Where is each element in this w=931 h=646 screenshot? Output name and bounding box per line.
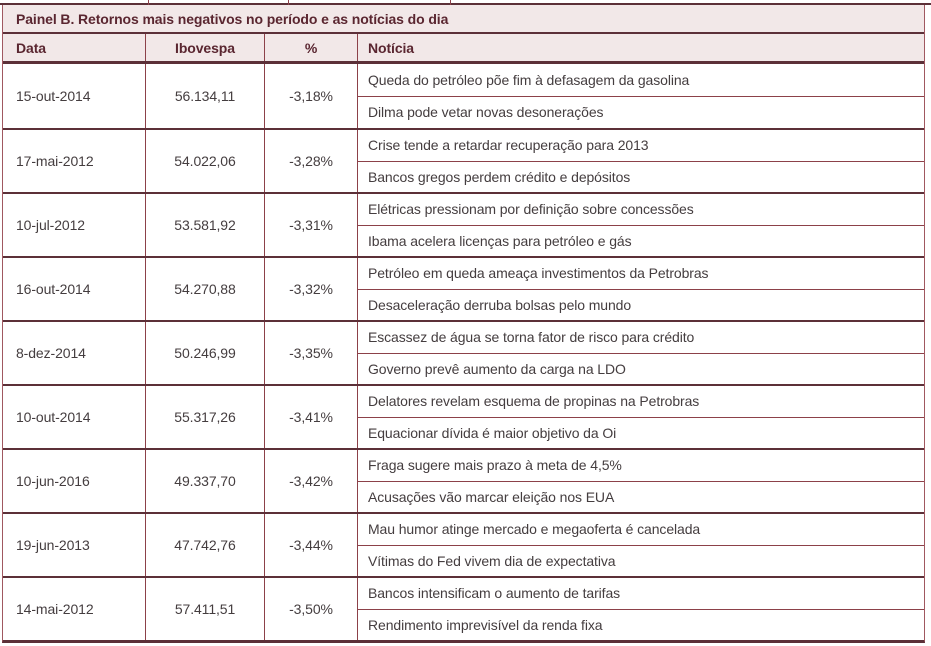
column-header-noticia: Notícia — [368, 39, 414, 56]
percent-cell: -3,42% — [265, 450, 358, 512]
news-cell: Fraga sugere mais prazo à meta de 4,5% — [358, 450, 924, 482]
ibovespa-cell: 54.270,88 — [146, 258, 265, 320]
table-row: 19-jun-2013 47.742,76 -3,44% Mau humor a… — [3, 512, 924, 576]
table-header-row: Data Ibovespa % Notícia — [3, 34, 924, 64]
news-cell: Acusações vão marcar eleição nos EUA — [368, 488, 615, 505]
date-cell: 14-mai-2012 — [3, 578, 146, 640]
previous-panel-remnant — [0, 0, 931, 5]
date-cell: 10-jun-2016 — [3, 450, 146, 512]
divider — [288, 0, 289, 5]
table-row: 15-out-2014 56.134,11 -3,18% Queda do pe… — [3, 64, 924, 128]
table-row: 10-out-2014 55.317,26 -3,41% Delatores r… — [3, 384, 924, 448]
news-cell: Petróleo em queda ameaça investimentos d… — [358, 258, 924, 290]
news-cell: Rendimento imprevisível da renda fixa — [368, 616, 603, 633]
date-cell: 8-dez-2014 — [3, 322, 146, 384]
news-cell: Desaceleração derruba bolsas pelo mundo — [368, 296, 632, 313]
news-cell: Dilma pode vetar novas desonerações — [368, 104, 604, 121]
date-cell: 19-jun-2013 — [3, 514, 146, 576]
news-cell: Crise tende a retardar recuperação para … — [358, 130, 924, 162]
date-cell: 10-out-2014 — [3, 386, 146, 448]
ibovespa-cell: 49.337,70 — [146, 450, 265, 512]
percent-cell: -3,32% — [265, 258, 358, 320]
percent-cell: -3,44% — [265, 514, 358, 576]
percent-cell: -3,31% — [265, 194, 358, 256]
news-cell: Queda do petróleo põe fim à defasagem da… — [358, 64, 924, 97]
date-cell: 16-out-2014 — [3, 258, 146, 320]
table-row: 10-jul-2012 53.581,92 -3,31% Elétricas p… — [3, 192, 924, 256]
news-cell: Governo prevê aumento da carga na LDO — [368, 360, 626, 377]
news-cell: Ibama acelera licenças para petróleo e g… — [368, 232, 632, 249]
percent-cell: -3,35% — [265, 322, 358, 384]
divider — [148, 0, 149, 5]
ibovespa-cell: 55.317,26 — [146, 386, 265, 448]
news-cell: Equacionar dívida é maior objetivo da Oi — [368, 424, 617, 441]
percent-cell: -3,28% — [265, 130, 358, 192]
table-row: 10-jun-2016 49.337,70 -3,42% Fraga suger… — [3, 448, 924, 512]
date-cell: 15-out-2014 — [3, 64, 146, 128]
ibovespa-cell: 53.581,92 — [146, 194, 265, 256]
news-cell: Vítimas do Fed vivem dia de expectativa — [368, 552, 616, 569]
news-cell: Bancos intensificam o aumento de tarifas — [358, 578, 924, 610]
news-cell: Delatores revelam esquema de propinas na… — [358, 386, 924, 418]
percent-cell: -3,41% — [265, 386, 358, 448]
news-cell: Mau humor atinge mercado e megaoferta é … — [358, 514, 924, 546]
ibovespa-cell: 50.246,99 — [146, 322, 265, 384]
column-header-data: Data — [3, 34, 146, 61]
table-row: 14-mai-2012 57.411,51 -3,50% Bancos inte… — [3, 576, 924, 640]
percent-cell: -3,18% — [265, 64, 358, 128]
column-header-percent: % — [265, 34, 358, 61]
table-row: 8-dez-2014 50.246,99 -3,35% Escassez de … — [3, 320, 924, 384]
ibovespa-cell: 56.134,11 — [146, 64, 265, 128]
divider — [450, 0, 451, 5]
news-cell: Bancos gregos perdem crédito e depósitos — [368, 168, 631, 185]
date-cell: 17-mai-2012 — [3, 130, 146, 192]
table-body: 15-out-2014 56.134,11 -3,18% Queda do pe… — [3, 64, 924, 640]
column-header-ibovespa: Ibovespa — [146, 34, 265, 61]
table-row: 16-out-2014 54.270,88 -3,32% Petróleo em… — [3, 256, 924, 320]
ibovespa-cell: 47.742,76 — [146, 514, 265, 576]
news-cell: Elétricas pressionam por definição sobre… — [358, 194, 924, 226]
ibovespa-cell: 54.022,06 — [146, 130, 265, 192]
percent-cell: -3,50% — [265, 578, 358, 640]
news-cell: Escassez de água se torna fator de risco… — [358, 322, 924, 354]
table-row: 17-mai-2012 54.022,06 -3,28% Crise tende… — [3, 128, 924, 192]
panel-title: Painel B. Retornos mais negativos no per… — [3, 5, 924, 34]
ibovespa-cell: 57.411,51 — [146, 578, 265, 640]
date-cell: 10-jul-2012 — [3, 194, 146, 256]
panel-b-table: Painel B. Retornos mais negativos no per… — [2, 5, 925, 643]
